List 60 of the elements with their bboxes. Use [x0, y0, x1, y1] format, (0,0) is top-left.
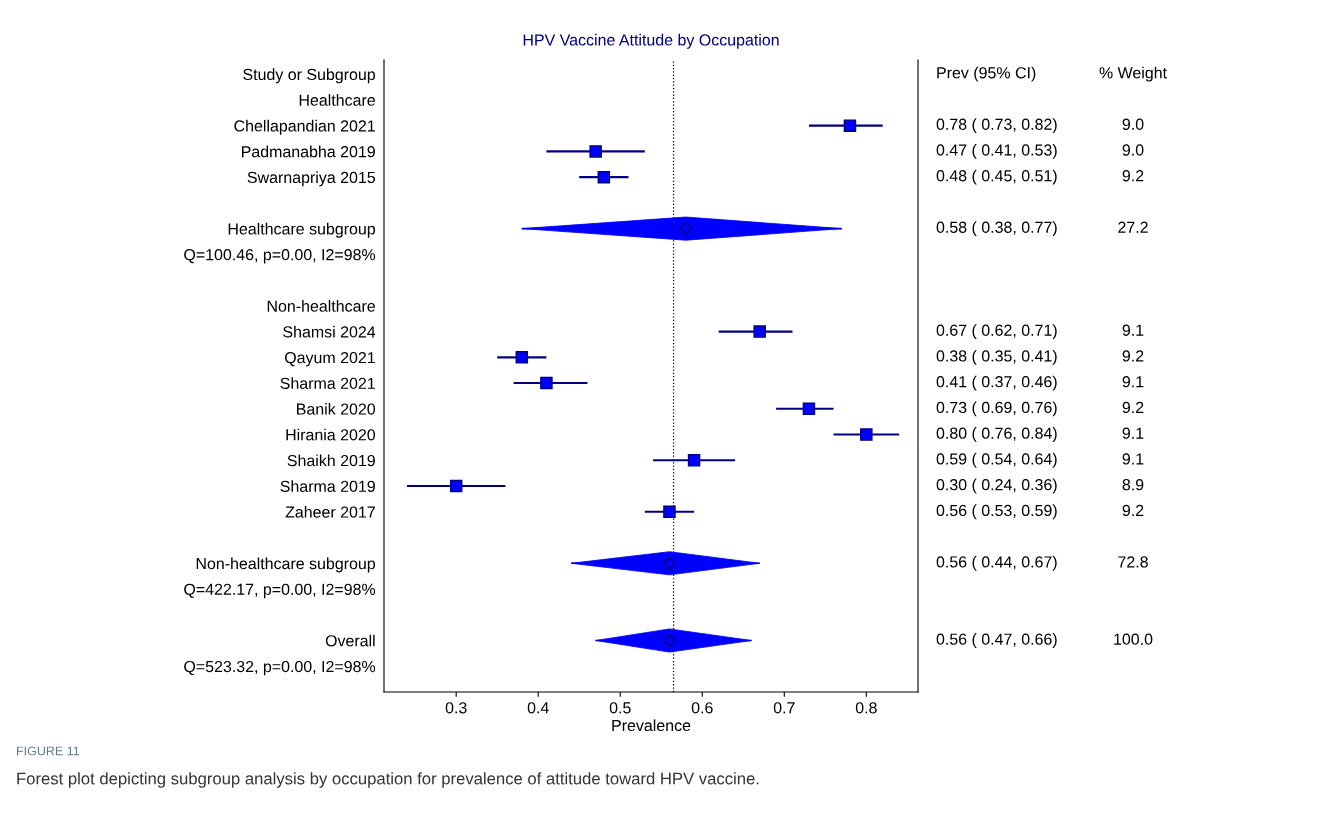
text: 0.67 ( 0.62, 0.71) 9.1 — [936, 324, 1144, 340]
point — [589, 145, 602, 158]
x-tick-label: 0.7 — [773, 702, 795, 714]
y-tick-label: Q=523.32, p=0.00, I2=98% — [184, 660, 376, 676]
point — [540, 376, 553, 390]
point — [662, 633, 677, 648]
y-tick-label: Sharma 2021 — [280, 377, 375, 390]
text: 0.80 ( 0.76, 0.84) 9.1 — [936, 427, 1144, 442]
y-tick-label: Healthcare subgroup — [228, 222, 376, 238]
point — [860, 428, 873, 441]
x-axis-title: Prevalence — [612, 719, 691, 732]
y-tick-label: Shaikh 2019 — [287, 454, 375, 467]
text: 0.56 ( 0.53, 0.59) 9.2 — [936, 504, 1144, 520]
text: 0.73 ( 0.69, 0.76) 9.2 — [936, 401, 1144, 417]
text: Forest plot depicting subgroup analysis by occupation for prevalence of attitude toward HPV vaccine. — [17, 772, 759, 788]
y-tick-label: Study or Subgroup — [243, 68, 376, 84]
text: 0.56 ( 0.44, 0.67) 72.8 — [936, 555, 1148, 571]
x-tick-label: 0.3 — [445, 702, 467, 714]
y-tick-label: Shamsi 2024 — [283, 325, 376, 338]
text: 0.30 ( 0.24, 0.36) 8.9 — [936, 478, 1144, 494]
point — [843, 119, 857, 132]
y-tick-label: Non-healthcare subgroup — [196, 557, 376, 573]
y-tick-label: Zaheer 2017 — [285, 506, 375, 518]
y-tick-label: Qayum 2021 — [284, 351, 375, 367]
y-tick-label: Padmanabha 2019 — [242, 145, 375, 158]
y-tick-label: Sharma 2019 — [280, 480, 375, 492]
point — [597, 170, 611, 184]
y-tick-label: Hirania 2020 — [286, 428, 376, 441]
point — [753, 325, 766, 338]
point — [679, 222, 693, 236]
text: Prev (95% CI) — [937, 66, 1036, 82]
y-tick-label: Banik 2020 — [297, 403, 376, 415]
y-tick-label: Healthcare — [299, 94, 375, 106]
caption: FIGURE 11 — [17, 746, 80, 756]
chart-title: HPV Vaccine Attitude by Occupation — [523, 33, 779, 49]
y-tick-label: Non-healthcare — [267, 300, 375, 312]
point — [687, 454, 701, 467]
point — [515, 351, 529, 364]
y-tick-label: Q=422.17, p=0.00, I2=98% — [184, 583, 376, 599]
y-tick-label: Chellapandian 2021 — [234, 119, 375, 135]
text: 0.78 ( 0.73, 0.82) 9.0 — [936, 118, 1144, 134]
point — [663, 505, 676, 519]
y-tick-label: Q=100.46, p=0.00, I2=98% — [184, 249, 376, 264]
point — [449, 479, 463, 493]
text: 0.48 ( 0.45, 0.51) 9.2 — [936, 169, 1144, 185]
point — [802, 402, 816, 416]
text: % Weight — [1099, 66, 1167, 82]
x-tick-label: 0.6 — [691, 702, 713, 714]
y-tick-label: Overall — [325, 634, 375, 647]
x-tick-label: 0.5 — [609, 702, 631, 714]
y-tick-label: Swarnapriya 2015 — [247, 171, 376, 187]
text: 0.47 ( 0.41, 0.53) 9.0 — [936, 143, 1144, 159]
text: 0.56 ( 0.47, 0.66) 100.0 — [936, 633, 1153, 648]
text: 0.58 ( 0.38, 0.77) 27.2 — [936, 221, 1148, 237]
text: 0.38 ( 0.35, 0.41) 9.2 — [936, 349, 1144, 365]
text: 0.41 ( 0.37, 0.46) 9.1 — [936, 375, 1144, 391]
x-tick-label: 0.4 — [527, 702, 549, 714]
text: 0.59 ( 0.54, 0.64) 9.1 — [936, 452, 1144, 468]
x-tick-label: 0.8 — [855, 702, 877, 714]
point — [662, 556, 677, 570]
